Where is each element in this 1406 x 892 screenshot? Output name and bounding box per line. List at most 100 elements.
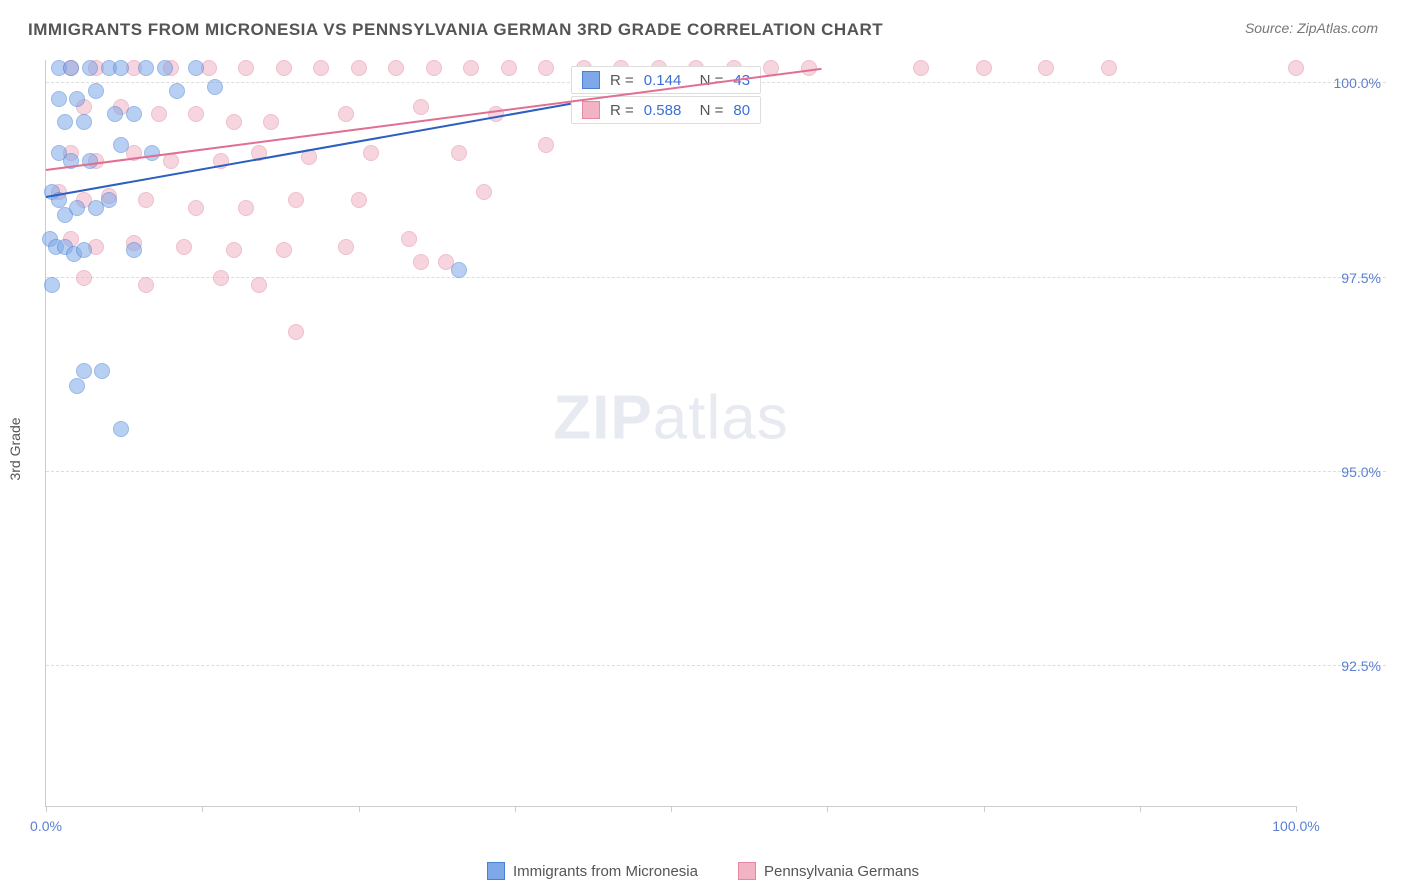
- chart-source: Source: ZipAtlas.com: [1245, 20, 1378, 36]
- legend-item-blue: Immigrants from Micronesia: [487, 862, 698, 880]
- data-point-blue: [207, 79, 223, 95]
- plot-container: 3rd Grade ZIPatlas 92.5%95.0%97.5%100.0%…: [45, 60, 1386, 837]
- plot-area: ZIPatlas 92.5%95.0%97.5%100.0%0.0%100.0%…: [45, 60, 1296, 807]
- data-point-blue: [51, 91, 67, 107]
- watermark: ZIPatlas: [553, 383, 788, 454]
- legend-swatch-pink: [738, 862, 756, 880]
- data-point-blue: [138, 60, 154, 76]
- data-point-blue: [82, 60, 98, 76]
- data-point-pink: [451, 145, 467, 161]
- data-point-blue: [126, 242, 142, 258]
- xtick-label: 0.0%: [30, 818, 62, 834]
- data-point-pink: [388, 60, 404, 76]
- stat-swatch-blue: [582, 71, 600, 89]
- gridline: [46, 471, 1386, 472]
- data-point-pink: [313, 60, 329, 76]
- data-point-pink: [263, 114, 279, 130]
- bottom-legend: Immigrants from Micronesia Pennsylvania …: [0, 862, 1406, 880]
- data-point-pink: [363, 145, 379, 161]
- data-point-pink: [463, 60, 479, 76]
- gridline: [46, 277, 1386, 278]
- data-point-blue: [44, 277, 60, 293]
- data-point-pink: [226, 242, 242, 258]
- legend-label-pink: Pennsylvania Germans: [764, 863, 919, 880]
- data-point-pink: [188, 200, 204, 216]
- chart-title: IMMIGRANTS FROM MICRONESIA VS PENNSYLVAN…: [28, 20, 883, 40]
- data-point-blue: [144, 145, 160, 161]
- ytick-label: 95.0%: [1301, 464, 1381, 480]
- data-point-pink: [288, 192, 304, 208]
- xtick: [1296, 806, 1297, 812]
- xtick: [671, 806, 672, 812]
- data-point-pink: [138, 277, 154, 293]
- data-point-blue: [69, 91, 85, 107]
- xtick: [827, 806, 828, 812]
- data-point-pink: [251, 277, 267, 293]
- data-point-blue: [76, 242, 92, 258]
- data-point-pink: [1038, 60, 1054, 76]
- data-point-pink: [538, 60, 554, 76]
- data-point-blue: [113, 137, 129, 153]
- data-point-blue: [76, 114, 92, 130]
- data-point-blue: [169, 83, 185, 99]
- legend-swatch-blue: [487, 862, 505, 880]
- stat-r-label: R =: [610, 72, 634, 89]
- data-point-blue: [94, 363, 110, 379]
- data-point-pink: [288, 324, 304, 340]
- data-point-pink: [76, 270, 92, 286]
- stat-r-value: 0.588: [644, 102, 682, 119]
- xtick-label: 100.0%: [1272, 818, 1319, 834]
- data-point-pink: [138, 192, 154, 208]
- xtick: [202, 806, 203, 812]
- y-axis-label: 3rd Grade: [7, 417, 23, 480]
- data-point-pink: [401, 231, 417, 247]
- stat-box-pink: R = 0.588 N = 80: [571, 96, 761, 124]
- stat-n-value: 80: [733, 102, 750, 119]
- data-point-pink: [476, 184, 492, 200]
- data-point-pink: [538, 137, 554, 153]
- data-point-pink: [213, 270, 229, 286]
- xtick: [984, 806, 985, 812]
- xtick: [359, 806, 360, 812]
- data-point-pink: [238, 60, 254, 76]
- stat-n-label: N =: [691, 102, 723, 119]
- ytick-label: 97.5%: [1301, 270, 1381, 286]
- data-point-blue: [76, 363, 92, 379]
- data-point-blue: [63, 60, 79, 76]
- xtick: [1140, 806, 1141, 812]
- data-point-blue: [69, 200, 85, 216]
- stat-r-label: R =: [610, 102, 634, 119]
- data-point-blue: [101, 192, 117, 208]
- data-point-pink: [913, 60, 929, 76]
- data-point-blue: [82, 153, 98, 169]
- xtick: [46, 806, 47, 812]
- data-point-pink: [1288, 60, 1304, 76]
- data-point-blue: [451, 262, 467, 278]
- data-point-pink: [413, 99, 429, 115]
- data-point-pink: [426, 60, 442, 76]
- ytick-label: 100.0%: [1301, 75, 1381, 91]
- data-point-blue: [113, 421, 129, 437]
- stat-swatch-pink: [582, 101, 600, 119]
- data-point-blue: [188, 60, 204, 76]
- data-point-pink: [276, 60, 292, 76]
- data-point-pink: [226, 114, 242, 130]
- ytick-label: 92.5%: [1301, 658, 1381, 674]
- data-point-pink: [338, 106, 354, 122]
- data-point-pink: [351, 60, 367, 76]
- data-point-blue: [126, 106, 142, 122]
- xtick: [515, 806, 516, 812]
- legend-label-blue: Immigrants from Micronesia: [513, 863, 698, 880]
- data-point-pink: [413, 254, 429, 270]
- data-point-pink: [976, 60, 992, 76]
- data-point-pink: [151, 106, 167, 122]
- data-point-pink: [238, 200, 254, 216]
- data-point-blue: [88, 83, 104, 99]
- data-point-pink: [501, 60, 517, 76]
- data-point-pink: [176, 239, 192, 255]
- data-point-pink: [1101, 60, 1117, 76]
- data-point-blue: [57, 114, 73, 130]
- data-point-pink: [276, 242, 292, 258]
- data-point-pink: [338, 239, 354, 255]
- data-point-blue: [113, 60, 129, 76]
